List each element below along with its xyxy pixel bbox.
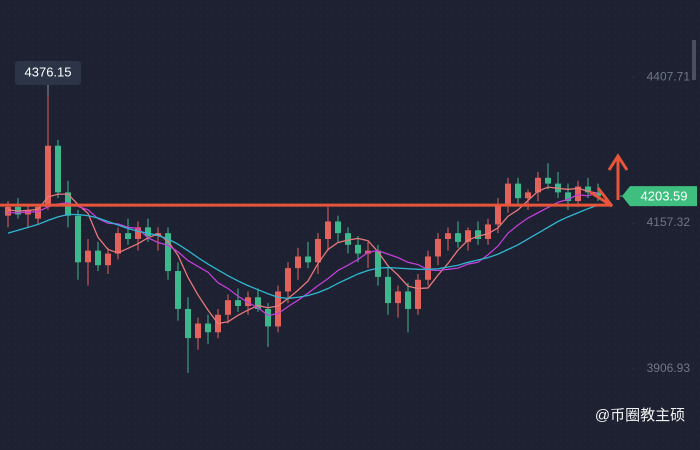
candle-body [115,233,121,254]
candle-body [255,297,261,309]
moving-average-line [7,204,599,300]
candle-body [435,238,441,257]
scroll-indicator [692,40,696,80]
candle-body [395,291,401,304]
candle-body [165,233,171,272]
candle-body [475,230,481,239]
candle-body [485,224,491,239]
candle-body [35,206,41,219]
candle-body [445,233,451,239]
candle-body [135,227,141,239]
last-price-tag [622,186,697,207]
candle-body [125,233,131,239]
candle-body [375,250,381,277]
candle-body [305,256,311,263]
last-price-label: 4203.59 [641,189,688,204]
candle-body [355,244,361,254]
max-label: 4376.15 [25,64,72,79]
candle-body [345,233,351,245]
candle-body [385,276,391,304]
candle-body [585,186,591,193]
candle-body [195,323,201,339]
candle-body [75,215,81,263]
candle-body [325,221,331,239]
candle-body [45,145,51,207]
candle-body [145,227,151,237]
candle-body [185,308,191,339]
candle-body [545,177,551,184]
candle-body [525,192,531,199]
candle-body [85,250,91,263]
candle-body [155,233,161,237]
candle-body [455,233,461,242]
candle-body [105,253,111,266]
candle-body [235,300,241,307]
candle-body [245,297,251,307]
candle-body [425,256,431,280]
candle-body [505,183,511,205]
candle-body [55,145,61,193]
max-label-box [15,61,81,85]
candle-body [295,256,301,269]
y-tick-label: 4407.71 [647,69,691,83]
candle-body [575,186,581,202]
candle-body [315,238,321,263]
candle-body [565,192,571,202]
candle-body [415,279,421,309]
candle-body [335,221,341,234]
up-arrow [607,153,629,200]
plot-area [5,95,601,374]
candle-body [285,268,291,292]
moving-average-line [7,186,599,325]
candle-body [175,271,181,309]
candle-body [405,291,411,309]
candle-body [225,300,231,315]
watermark: @币圈教主硕 [595,407,685,424]
candle-body [465,230,471,242]
y-tick-label: 4157.32 [647,215,691,229]
candle-body [275,291,281,327]
y-tick-label: 3906.93 [647,361,691,375]
candle-body [205,323,211,333]
candle-body [495,204,501,225]
candle-body [265,308,271,327]
candle-body [5,206,11,216]
candle-body [95,250,101,266]
candle-body [535,177,541,193]
candle-body [515,183,521,199]
candle-body [595,192,601,197]
